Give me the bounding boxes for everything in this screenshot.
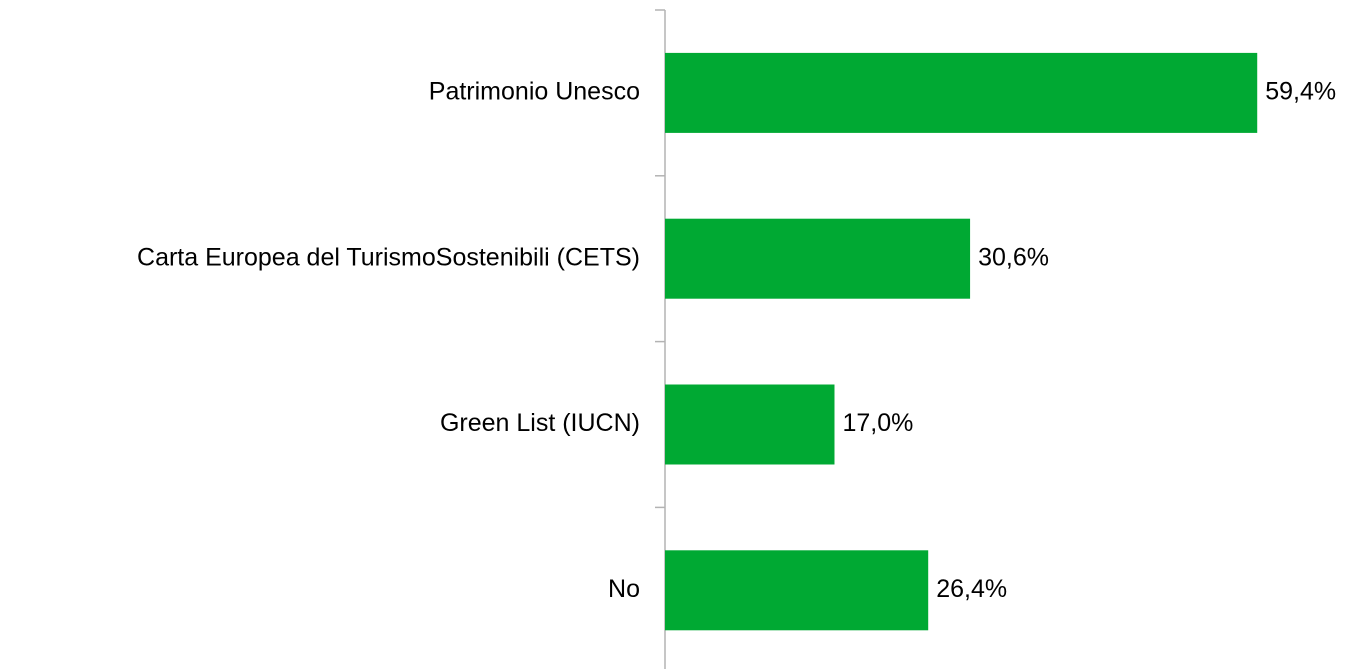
bar (665, 550, 929, 631)
value-label: 26,4% (936, 575, 1007, 603)
bar (665, 52, 1258, 133)
category-label: Carta Europea del TurismoSostenibili (CE… (137, 243, 640, 271)
bar (665, 218, 971, 299)
value-label: 17,0% (842, 409, 913, 437)
value-label: 30,6% (978, 243, 1049, 271)
category-label: Patrimonio Unesco (429, 78, 640, 106)
bar (665, 384, 835, 465)
category-label: Green List (IUCN) (440, 409, 640, 437)
value-label: 59,4% (1265, 78, 1336, 106)
category-label: No (608, 575, 640, 603)
